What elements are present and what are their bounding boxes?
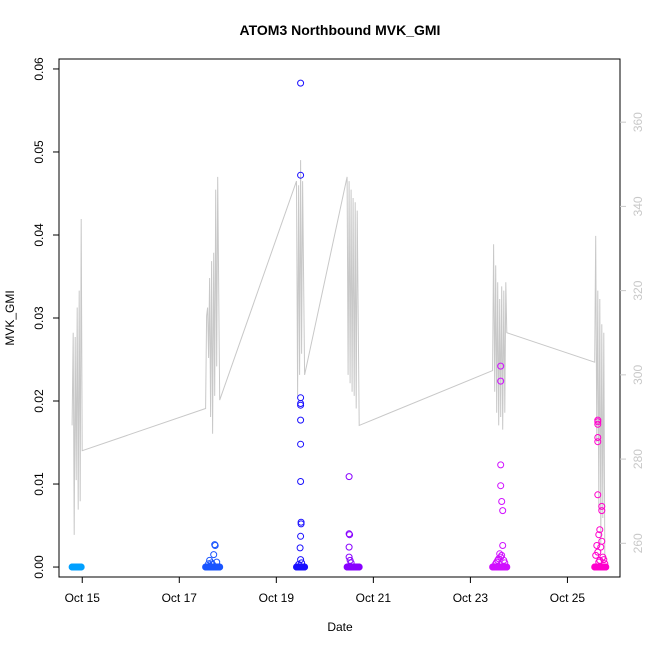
data-point: [602, 563, 610, 571]
data-point: [346, 531, 354, 539]
data-point: [597, 543, 605, 551]
data-point: [598, 537, 606, 545]
data-point: [598, 502, 606, 510]
data-point: [297, 79, 305, 87]
y-tick-label: 0.06: [32, 57, 46, 81]
y-tick-label: 0.04: [32, 223, 46, 247]
data-point: [297, 532, 305, 540]
data-point: [594, 434, 602, 441]
y-tick-label: 0.00: [32, 555, 46, 579]
y-tick-label: 0.05: [32, 140, 46, 164]
data-point: [211, 542, 219, 549]
data-point: [295, 561, 303, 568]
data-point: [601, 560, 609, 568]
chart-title: ATOM3 Northbound MVK_GMI: [240, 22, 441, 38]
x-tick-label: Oct 25: [550, 591, 586, 605]
flight-2-points: [202, 541, 224, 571]
data-point: [594, 420, 602, 428]
data-point: [501, 559, 509, 567]
x-tick-label: Oct 23: [453, 591, 489, 605]
right-y-tick-label: 260: [631, 533, 645, 553]
data-point: [205, 560, 213, 568]
data-point: [216, 563, 224, 571]
data-point: [498, 551, 506, 559]
data-point: [594, 418, 602, 426]
data-point: [297, 171, 305, 179]
data-point: [297, 520, 305, 528]
data-point: [596, 526, 604, 534]
right-y-tick-label: 300: [631, 365, 645, 385]
data-point: [594, 491, 602, 499]
data-point: [594, 438, 602, 446]
data-point: [497, 461, 505, 469]
data-point: [347, 559, 355, 567]
data-point: [297, 440, 305, 448]
y-axis: 0.00 0.01 0.02 0.03 0.04 0.05 0.06: [32, 57, 59, 579]
x-tick-label: Oct 17: [162, 591, 198, 605]
x-tick-label: Oct 19: [259, 591, 295, 605]
data-point: [297, 478, 305, 485]
data-point: [209, 561, 217, 568]
right-y-axis: 260 280 300 320 340 360: [620, 112, 645, 553]
flight-5-points: [489, 362, 511, 571]
data-point: [297, 416, 305, 424]
data-point: [596, 556, 604, 564]
x-axis-label: Date: [327, 620, 353, 634]
data-point: [598, 507, 606, 515]
data-point: [499, 542, 507, 549]
x-tick-label: Oct 15: [65, 591, 101, 605]
data-point: [498, 498, 506, 505]
data-point: [499, 507, 507, 515]
flight-3-points: [293, 79, 309, 571]
right-y-tick-label: 320: [631, 280, 645, 300]
y-axis-label: MVK_GMI: [3, 290, 17, 345]
background-line-series: [71, 160, 606, 561]
data-point: [593, 542, 601, 549]
data-point: [355, 563, 363, 571]
flight-4-points: [343, 473, 363, 571]
x-tick-label: Oct 21: [356, 591, 392, 605]
y-tick-label: 0.03: [32, 306, 46, 330]
data-point: [345, 543, 353, 551]
data-points: [68, 79, 610, 571]
data-point: [595, 531, 603, 539]
y-tick-label: 0.02: [32, 389, 46, 413]
data-point: [497, 377, 505, 385]
y-tick-label: 0.01: [32, 472, 46, 496]
data-point: [592, 551, 600, 559]
data-point: [503, 563, 511, 571]
flight-1-points: [68, 563, 85, 571]
data-point: [208, 559, 216, 567]
flight-6-points: [591, 416, 610, 571]
data-point: [493, 558, 501, 566]
data-point: [497, 362, 505, 370]
data-point: [345, 473, 353, 481]
data-point: [497, 482, 505, 490]
data-point: [77, 563, 85, 571]
right-y-tick-label: 360: [631, 112, 645, 132]
data-point: [297, 394, 305, 402]
data-point: [496, 550, 504, 558]
plot-frame: [58, 58, 621, 578]
background-line: [71, 160, 606, 561]
right-y-tick-label: 340: [631, 196, 645, 216]
data-point: [210, 551, 218, 559]
x-axis: Oct 15 Oct 17 Oct 19 Oct 21 Oct 23 Oct 25: [65, 577, 586, 605]
data-point: [296, 544, 304, 552]
data-point: [492, 560, 500, 568]
right-y-tick-label: 280: [631, 449, 645, 469]
data-point: [297, 401, 305, 409]
